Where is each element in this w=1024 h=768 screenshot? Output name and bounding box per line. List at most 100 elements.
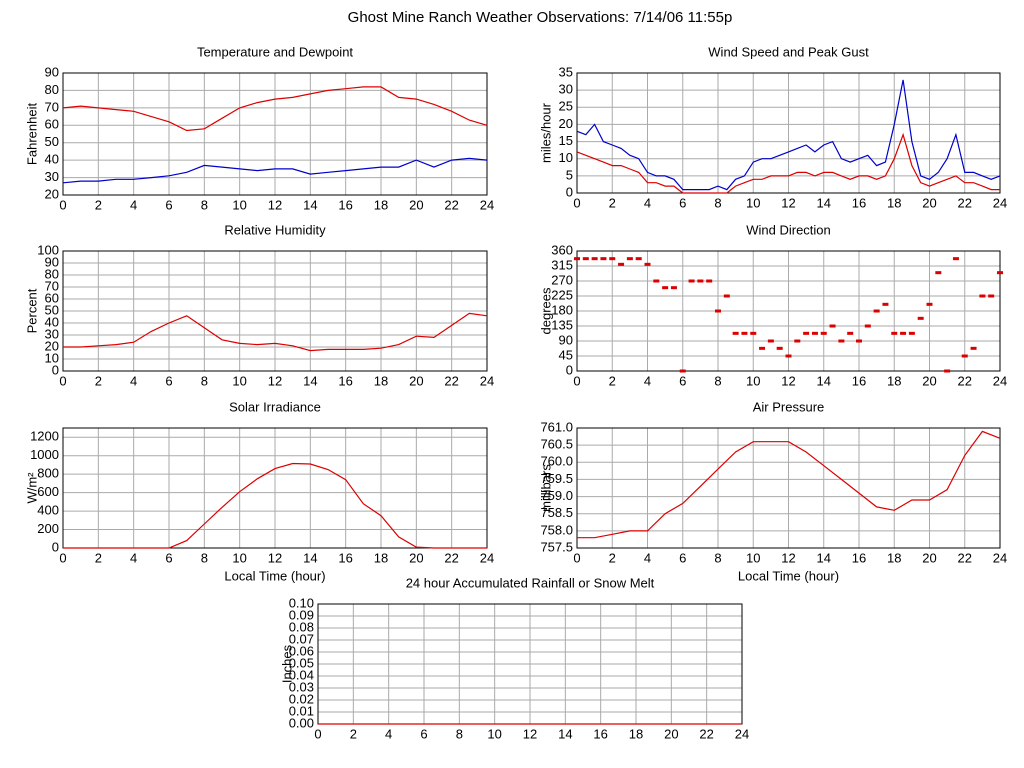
plot-frame <box>62 427 488 549</box>
data-point <box>856 339 862 343</box>
y-axis-label: miles/hour <box>538 102 553 163</box>
x-tick-label: 6 <box>420 726 427 741</box>
x-tick-label: 22 <box>444 373 458 388</box>
x-tick-label: 16 <box>338 373 352 388</box>
data-point <box>785 354 792 358</box>
y-axis-label: Percent <box>24 288 39 333</box>
x-tick-label: 6 <box>679 550 686 565</box>
x-tick-label: 16 <box>338 550 352 565</box>
y-tick-label: 759.5 <box>540 471 573 486</box>
data-point <box>847 331 854 335</box>
x-tick-label: 16 <box>852 195 866 210</box>
y-tick-label: 0.09 <box>289 607 314 622</box>
x-tick-label: 6 <box>165 197 172 212</box>
y-tick-label: 45 <box>559 347 573 362</box>
data-point <box>979 294 986 298</box>
x-tick-label: 12 <box>268 197 282 212</box>
x-tick-label: 24 <box>480 373 494 388</box>
y-tick-label: 30 <box>45 326 59 341</box>
x-tick-label: 10 <box>746 550 760 565</box>
x-tick-label: 0 <box>59 197 66 212</box>
x-tick-label: 18 <box>374 197 388 212</box>
x-tick-label: 10 <box>232 373 246 388</box>
data-point <box>670 286 677 290</box>
x-tick-label: 14 <box>303 550 317 565</box>
y-tick-label: 1200 <box>30 429 59 444</box>
plot-frame <box>576 250 1001 372</box>
x-tick-label: 6 <box>165 373 172 388</box>
data-point <box>679 369 686 373</box>
data-point <box>635 257 642 261</box>
x-tick-label: 16 <box>338 197 352 212</box>
y-tick-label: 225 <box>551 287 573 302</box>
x-tick-label: 2 <box>350 726 357 741</box>
chart-title: Temperature and Dewpoint <box>197 44 353 59</box>
data-point <box>662 286 669 290</box>
x-tick-label: 20 <box>922 373 936 388</box>
data-point <box>582 257 589 261</box>
data-line <box>62 157 488 184</box>
y-tick-label: 0.04 <box>289 667 314 682</box>
x-tick-label: 6 <box>679 373 686 388</box>
y-tick-label: 0 <box>566 184 573 199</box>
y-tick-label: 758.0 <box>540 522 573 537</box>
page-title: Ghost Mine Ranch Weather Observations: 7… <box>348 9 733 26</box>
x-tick-label: 12 <box>781 373 795 388</box>
x-tick-label: 2 <box>95 373 102 388</box>
x-tick-label: 22 <box>699 726 713 741</box>
x-tick-label: 4 <box>130 550 137 565</box>
y-tick-label: 20 <box>45 338 59 353</box>
data-point <box>609 257 616 261</box>
x-tick-label: 20 <box>664 726 678 741</box>
y-tick-label: 70 <box>45 99 59 114</box>
x-tick-label: 8 <box>714 550 721 565</box>
x-tick-label: 4 <box>130 373 137 388</box>
x-tick-label: 24 <box>993 373 1007 388</box>
x-tick-label: 2 <box>609 195 616 210</box>
data-point <box>952 257 959 261</box>
x-tick-label: 16 <box>593 726 607 741</box>
y-tick-label: 760.0 <box>540 454 573 469</box>
x-tick-label: 8 <box>714 373 721 388</box>
y-tick-label: 0.00 <box>289 715 314 730</box>
y-tick-label: 758.5 <box>540 505 573 520</box>
data-point <box>741 331 748 335</box>
x-tick-label: 4 <box>644 195 651 210</box>
y-tick-label: 90 <box>45 254 59 269</box>
data-point <box>574 257 580 261</box>
x-tick-label: 12 <box>523 726 537 741</box>
x-tick-label: 24 <box>993 550 1007 565</box>
x-tick-label: 18 <box>887 550 901 565</box>
x-tick-label: 4 <box>644 550 651 565</box>
y-tick-label: 70 <box>45 278 59 293</box>
y-tick-label: 0.05 <box>289 655 314 670</box>
x-axis-label: Local Time (hour) <box>738 568 839 583</box>
data-point <box>811 331 818 335</box>
data-point <box>644 262 651 266</box>
y-tick-label: 0.03 <box>289 679 314 694</box>
data-point <box>873 309 880 313</box>
chart-title: Wind Speed and Peak Gust <box>708 44 869 59</box>
x-tick-label: 0 <box>59 373 66 388</box>
y-tick-label: 0.02 <box>289 691 314 706</box>
y-tick-label: 180 <box>551 302 573 317</box>
x-tick-label: 22 <box>444 197 458 212</box>
y-tick-label: 400 <box>37 503 59 518</box>
y-tick-label: 10 <box>45 350 59 365</box>
y-tick-label: 270 <box>551 272 573 287</box>
data-point <box>926 302 933 306</box>
y-tick-label: 30 <box>45 169 59 184</box>
y-tick-label: 757.5 <box>540 539 573 554</box>
y-tick-label: 50 <box>45 134 59 149</box>
y-tick-label: 30 <box>559 82 573 97</box>
x-tick-label: 12 <box>268 550 282 565</box>
data-point <box>917 316 924 320</box>
x-tick-label: 8 <box>456 726 463 741</box>
y-tick-label: 60 <box>45 117 59 132</box>
x-tick-label: 10 <box>487 726 501 741</box>
data-point <box>591 257 598 261</box>
data-point <box>776 346 783 350</box>
data-point <box>961 354 968 358</box>
x-tick-label: 24 <box>480 197 494 212</box>
